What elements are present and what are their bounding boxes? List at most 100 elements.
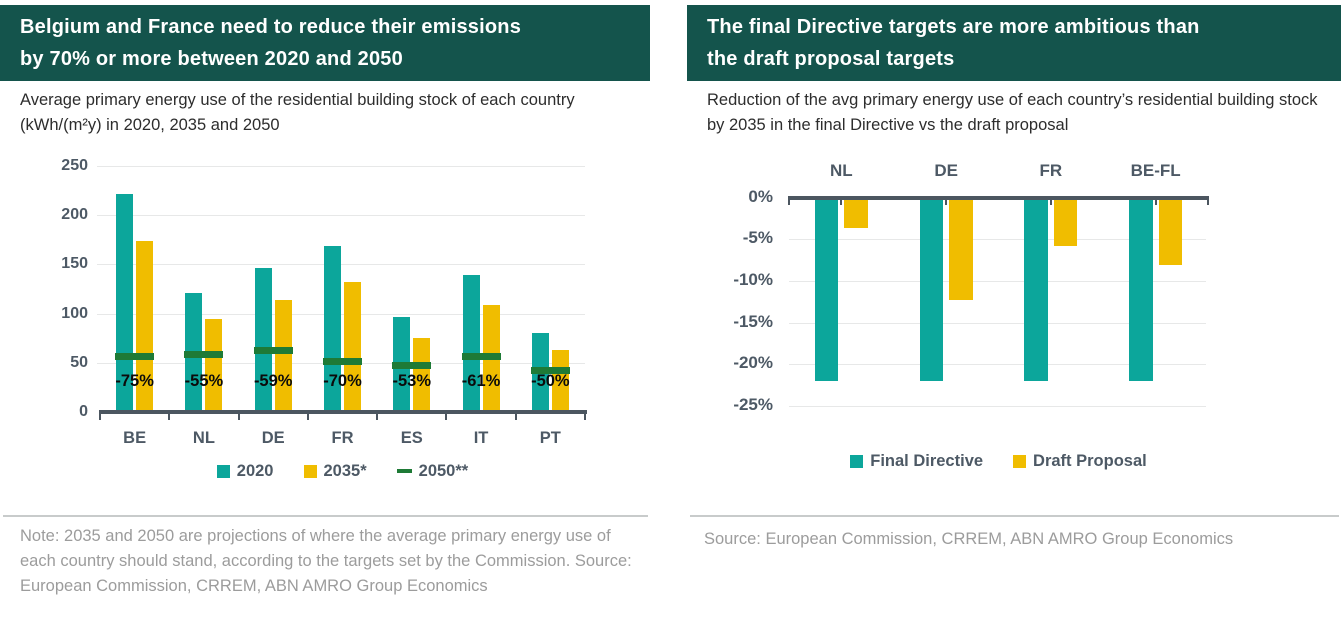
left-title-line-2: by 70% or more between 2020 and 2050 bbox=[20, 48, 403, 70]
x-axis-label: FR bbox=[1039, 161, 1063, 180]
bar-draft-proposal-de bbox=[949, 197, 973, 301]
gridline bbox=[789, 406, 1206, 407]
left-title-line-1: Belgium and France need to reduce their … bbox=[20, 16, 522, 38]
axis-tick bbox=[1207, 199, 1209, 205]
x-axis-label: DE bbox=[934, 161, 958, 180]
x-axis-label: FR bbox=[331, 429, 354, 447]
right-chart-legend: Final Directive Draft Proposal bbox=[789, 451, 1208, 471]
right-chart-source: Source: European Commission, CRREM, ABN … bbox=[704, 530, 1234, 548]
legend-label: Final Directive bbox=[870, 451, 984, 470]
bar-2035-nl bbox=[205, 318, 223, 412]
bar-draft-proposal-be-fl bbox=[1158, 197, 1183, 266]
right-chart-subtitle: Reduction of the avg primary energy use … bbox=[707, 91, 1318, 134]
left-chart-title: Belgium and France need to reduce their … bbox=[20, 11, 521, 75]
y-axis-label: -5% bbox=[742, 228, 773, 248]
axis-tick bbox=[945, 199, 948, 205]
axis-tick bbox=[376, 414, 379, 420]
bar-draft-proposal-fr bbox=[1053, 197, 1078, 246]
bar-2020-de bbox=[254, 268, 272, 412]
x-axis-label: PT bbox=[539, 429, 561, 447]
marker-2050-it bbox=[461, 353, 501, 361]
bar-2020-it bbox=[462, 275, 480, 412]
bar-final-directive-be-fl bbox=[1129, 197, 1153, 381]
y-axis-label: 100 bbox=[61, 304, 88, 322]
axis-tick bbox=[168, 414, 171, 420]
legend-square-swatch bbox=[303, 464, 317, 478]
y-axis-label: 0% bbox=[748, 186, 773, 206]
legend-square-swatch bbox=[216, 464, 230, 478]
x-axis-label: BE-FL bbox=[1130, 161, 1181, 180]
legend-square-swatch bbox=[1013, 454, 1027, 468]
left-chart-legend: 2020 2035* 2050** bbox=[100, 461, 585, 481]
left-title-band: Belgium and France need to reduce their … bbox=[0, 5, 650, 81]
gridline bbox=[789, 239, 1206, 241]
bar-2020-fr bbox=[324, 245, 341, 412]
bar-2035-es bbox=[413, 338, 431, 412]
bar-final-directive-fr bbox=[1024, 197, 1048, 381]
right-chart-title: The final Directive targets are more amb… bbox=[707, 11, 1200, 75]
y-axis-label: 0 bbox=[79, 403, 88, 420]
axis-tick bbox=[306, 414, 309, 420]
legend-label: Draft Proposal bbox=[1033, 451, 1147, 470]
bar-2035-de bbox=[274, 299, 292, 412]
legend-square-swatch bbox=[850, 454, 864, 468]
gridline bbox=[789, 364, 1206, 366]
left-divider bbox=[3, 515, 648, 517]
y-axis-label: 200 bbox=[61, 206, 88, 224]
left-chart-panel: Belgium and France need to reduce their … bbox=[0, 0, 650, 622]
y-axis-label: -20% bbox=[733, 353, 773, 373]
y-axis-label: -15% bbox=[733, 311, 773, 331]
gridline bbox=[97, 166, 585, 167]
bar-group-value-label: -61% bbox=[461, 372, 501, 390]
legend-dash-swatch bbox=[396, 468, 412, 474]
marker-2050-be bbox=[115, 353, 155, 361]
marker-2050-fr bbox=[323, 358, 362, 366]
legend-item-2035: 2035* bbox=[303, 462, 367, 481]
legend-item-draft-proposal: Draft Proposal bbox=[1013, 452, 1147, 471]
bar-2035-fr bbox=[344, 282, 361, 412]
gridline bbox=[789, 280, 1206, 282]
axis-tick bbox=[584, 414, 586, 420]
marker-2050-nl bbox=[184, 351, 224, 359]
marker-2050-pt bbox=[530, 367, 570, 375]
bar-2035-pt bbox=[551, 350, 569, 412]
gridline bbox=[789, 322, 1206, 324]
bar-2035-be bbox=[136, 240, 154, 412]
legend-item-final-directive: Final Directive bbox=[850, 452, 983, 471]
x-axis-label: NL bbox=[830, 161, 853, 180]
y-axis-label: 250 bbox=[61, 157, 88, 174]
marker-2050-de bbox=[253, 347, 293, 355]
x-axis-label: DE bbox=[261, 429, 285, 447]
x-axis-line bbox=[99, 410, 587, 414]
x-axis-label: IT bbox=[473, 429, 489, 447]
axis-tick bbox=[237, 414, 240, 420]
bar-group-value-label: -53% bbox=[392, 372, 432, 390]
right-bar-chart: 0% -5% -10% -15% -20% -25% NL DE FR BE-FL bbox=[687, 0, 1341, 622]
axis-tick bbox=[1154, 199, 1157, 205]
marker-2050-es bbox=[392, 362, 432, 370]
right-title-line-2: the draft proposal targets bbox=[707, 48, 955, 70]
bar-group-value-label: -59% bbox=[253, 372, 293, 390]
axis-tick bbox=[99, 414, 101, 420]
legend-item-2020: 2020 bbox=[216, 462, 274, 481]
legend-label: 2050** bbox=[418, 461, 469, 480]
axis-tick bbox=[1049, 199, 1052, 205]
x-axis-label: NL bbox=[192, 429, 215, 447]
left-chart-subtitle: Average primary energy use of the reside… bbox=[20, 91, 575, 134]
left-chart-note: Note: 2035 and 2050 are projections of w… bbox=[20, 527, 632, 595]
bar-group-value-label: -55% bbox=[184, 372, 224, 390]
axis-tick bbox=[514, 414, 517, 420]
bar-final-directive-de bbox=[919, 197, 944, 381]
bar-draft-proposal-nl bbox=[844, 197, 868, 228]
x-axis-label: BE bbox=[123, 429, 147, 447]
left-bar-chart: 0 50 100 150 200 250 -75% BE -55% NL -59% DE -70% FR -… bbox=[0, 0, 650, 622]
right-title-band: The final Directive targets are more amb… bbox=[687, 5, 1341, 81]
axis-tick bbox=[840, 199, 843, 205]
x-axis-line bbox=[788, 195, 1209, 200]
bar-final-directive-nl bbox=[814, 197, 839, 381]
legend-item-2050: 2050** bbox=[396, 461, 469, 481]
bar-group-value-label: -70% bbox=[323, 372, 362, 390]
right-divider bbox=[690, 515, 1339, 517]
y-axis-label: 50 bbox=[70, 353, 88, 371]
